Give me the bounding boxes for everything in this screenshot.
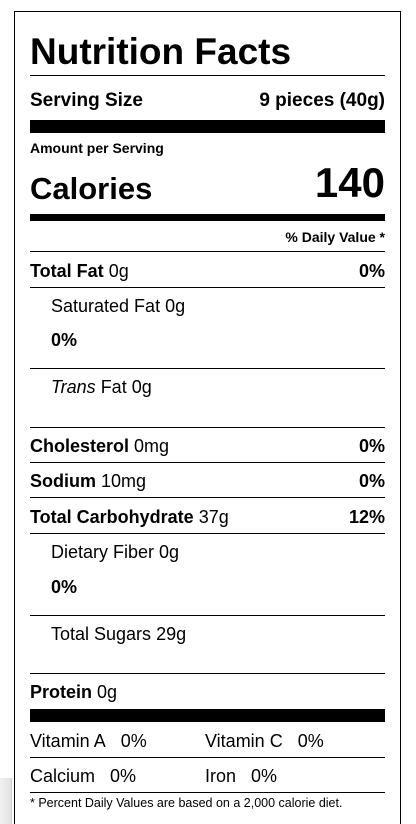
dietary-fiber-dv: 0%: [51, 577, 78, 597]
cholesterol-label: Cholesterol: [30, 436, 130, 456]
row-rule: [30, 757, 385, 758]
daily-value-header: % Daily Value *: [285, 229, 385, 245]
sodium-amount: 10mg: [101, 471, 147, 491]
footnote: * Percent Daily Values are based on a 2,…: [30, 796, 343, 810]
protein-row: Protein 0g: [30, 683, 117, 701]
calcium-label: Calcium: [30, 766, 96, 786]
row-rule: [30, 251, 385, 252]
dietary-fiber-label: Dietary Fiber: [51, 542, 155, 562]
row-rule: [30, 615, 385, 616]
total-fat-label: Total Fat: [30, 261, 104, 281]
serving-size-label: Serving Size: [30, 90, 143, 111]
cholesterol-dv: 0%: [358, 436, 385, 456]
vitamin-c-dv: 0%: [297, 731, 324, 751]
sodium-label: Sodium: [30, 471, 96, 491]
vitamin-a-row: Vitamin A 0%: [30, 732, 147, 750]
row-rule: [30, 427, 385, 428]
total-fat-amount: 0g: [108, 261, 129, 281]
trans-fat-amount: 0g: [131, 377, 152, 397]
vitamin-c-row: Vitamin C 0%: [205, 732, 324, 750]
row-rule: [30, 368, 385, 369]
trans-fat-label-italic: Trans: [51, 377, 96, 397]
calories-label: Calories: [30, 171, 153, 206]
sodium-dv: 0%: [358, 471, 385, 491]
iron-label: Iron: [205, 766, 237, 786]
iron-dv: 0%: [251, 766, 278, 786]
vitamin-c-label: Vitamin C: [205, 731, 283, 751]
iron-row: Iron 0%: [205, 767, 277, 785]
calories-value: 140: [314, 159, 385, 206]
row-rule: [30, 673, 385, 674]
protein-amount: 0g: [97, 682, 118, 702]
saturated-fat-row: Saturated Fat 0g: [51, 297, 185, 315]
scroll-edge-shadow: [0, 778, 12, 824]
dietary-fiber-row: Dietary Fiber 0g: [51, 543, 179, 561]
total-fat-row: Total Fat 0g: [30, 262, 129, 280]
amount-per-serving: Amount per Serving: [30, 140, 164, 156]
row-rule: [30, 497, 385, 498]
total-sugars-label: Total Sugars: [51, 624, 152, 644]
trans-fat-label-rest: Fat: [95, 377, 127, 397]
protein-label: Protein: [30, 682, 93, 702]
vitamin-a-label: Vitamin A: [30, 731, 106, 751]
thick-rule-top: [30, 120, 385, 133]
total-sugars-amount: 29g: [156, 624, 187, 644]
total-fat-dv: 0%: [358, 261, 385, 281]
title-rule: [30, 75, 385, 76]
total-sugars-row: Total Sugars 29g: [51, 625, 186, 643]
nutrition-facts-panel: [14, 11, 401, 824]
row-rule: [30, 533, 385, 534]
medium-rule: [30, 214, 385, 221]
dietary-fiber-amount: 0g: [159, 542, 180, 562]
row-rule: [30, 462, 385, 463]
saturated-fat-amount: 0g: [165, 296, 186, 316]
label-title: Nutrition Facts: [30, 31, 292, 72]
row-rule: [30, 792, 385, 793]
trans-fat-row: Trans Fat 0g: [51, 378, 152, 396]
row-rule: [30, 287, 385, 288]
total-carbohydrate-amount: 37g: [198, 507, 229, 527]
vitamin-a-dv: 0%: [120, 731, 147, 751]
saturated-fat-dv: 0%: [51, 330, 78, 350]
total-carbohydrate-dv: 12%: [348, 507, 385, 527]
thick-rule-bottom: [30, 709, 385, 722]
calcium-dv: 0%: [110, 766, 137, 786]
total-carbohydrate-label: Total Carbohydrate: [30, 507, 194, 527]
serving-size-value: 9 pieces (40g): [259, 90, 385, 111]
total-carbohydrate-row: Total Carbohydrate 37g: [30, 508, 229, 526]
cholesterol-amount: 0mg: [134, 436, 170, 456]
saturated-fat-label: Saturated Fat: [51, 296, 161, 316]
sodium-row: Sodium 10mg: [30, 472, 146, 490]
calcium-row: Calcium 0%: [30, 767, 136, 785]
cholesterol-row: Cholesterol 0mg: [30, 437, 169, 455]
